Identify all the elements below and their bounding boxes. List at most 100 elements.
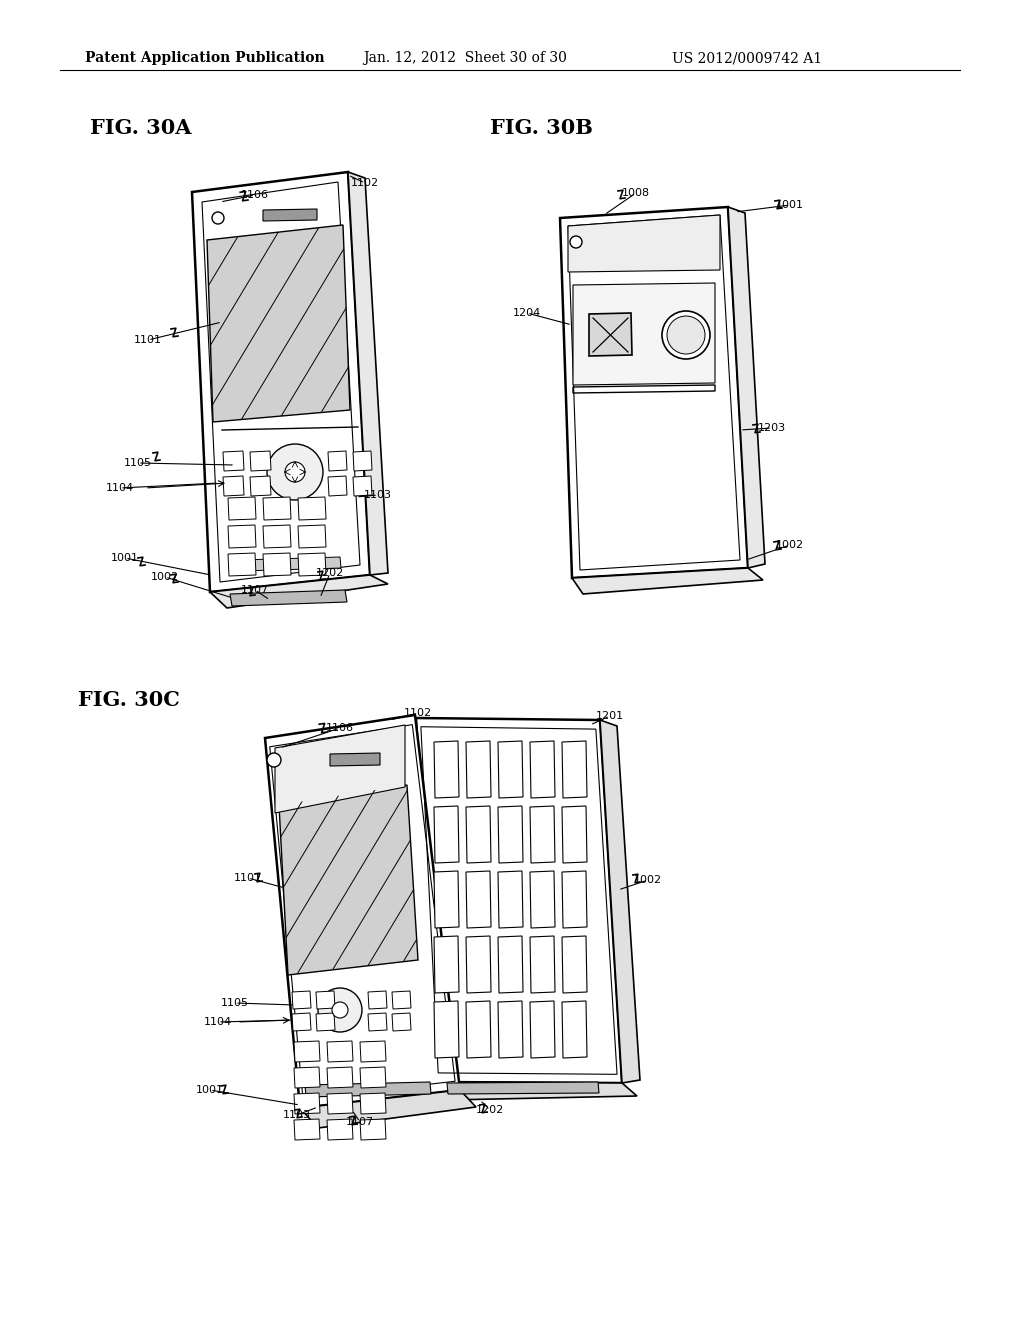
Polygon shape [228,498,256,520]
Circle shape [570,236,582,248]
Circle shape [332,1002,348,1018]
Polygon shape [316,1012,335,1031]
Polygon shape [193,172,370,591]
Text: US 2012/0009742 A1: US 2012/0009742 A1 [672,51,822,65]
Polygon shape [316,991,335,1008]
Polygon shape [294,1119,319,1140]
Text: 1203: 1203 [758,422,786,433]
Polygon shape [210,576,388,609]
Polygon shape [353,451,372,471]
Text: 1002: 1002 [151,572,179,582]
Polygon shape [330,752,380,766]
Polygon shape [498,741,523,799]
Text: 1001: 1001 [111,553,139,564]
Polygon shape [589,313,632,356]
Circle shape [662,312,710,359]
Text: 1101: 1101 [234,873,262,883]
Polygon shape [360,1093,386,1114]
Polygon shape [498,807,523,863]
Polygon shape [392,1012,411,1031]
Polygon shape [434,807,459,863]
Circle shape [267,444,323,500]
Polygon shape [263,553,291,576]
Polygon shape [263,525,291,548]
Text: 1204: 1204 [513,308,541,318]
Polygon shape [466,807,490,863]
Text: 1202: 1202 [315,568,344,578]
Text: Patent Application Publication: Patent Application Publication [85,51,325,65]
Polygon shape [368,991,387,1008]
Polygon shape [572,568,763,594]
Text: 1202: 1202 [476,1105,504,1115]
Text: 1106: 1106 [241,190,269,201]
Polygon shape [562,741,587,799]
Polygon shape [600,719,640,1082]
Polygon shape [327,1067,353,1088]
Text: 1101: 1101 [134,335,162,345]
Text: 1103: 1103 [283,1110,311,1119]
Circle shape [285,462,305,482]
Text: Jan. 12, 2012  Sheet 30 of 30: Jan. 12, 2012 Sheet 30 of 30 [362,51,567,65]
Text: 1201: 1201 [596,711,624,721]
Circle shape [318,987,362,1032]
Polygon shape [240,557,341,572]
Circle shape [667,315,705,354]
Polygon shape [327,1093,353,1114]
Polygon shape [250,451,271,471]
Polygon shape [305,1082,431,1097]
Circle shape [267,752,281,767]
Polygon shape [294,1067,319,1088]
Text: FIG. 30C: FIG. 30C [78,690,180,710]
Polygon shape [466,871,490,928]
Text: FIG. 30B: FIG. 30B [490,117,593,139]
Text: 1002: 1002 [776,540,804,550]
Polygon shape [360,1119,386,1140]
Polygon shape [228,525,256,548]
Polygon shape [466,741,490,799]
Polygon shape [263,498,291,520]
Polygon shape [530,741,555,799]
Polygon shape [573,282,715,385]
Circle shape [212,213,224,224]
Polygon shape [562,936,587,993]
Text: 1001: 1001 [196,1085,224,1096]
Polygon shape [498,936,523,993]
Polygon shape [530,871,555,928]
Text: FIG. 30A: FIG. 30A [90,117,191,139]
Polygon shape [327,1119,353,1140]
Text: 1002: 1002 [634,875,663,884]
Polygon shape [279,785,418,975]
Polygon shape [434,1082,637,1100]
Polygon shape [353,477,372,496]
Polygon shape [294,1093,319,1114]
Polygon shape [466,936,490,993]
Polygon shape [250,477,271,496]
Polygon shape [562,871,587,928]
Polygon shape [530,936,555,993]
Polygon shape [328,477,347,496]
Polygon shape [265,715,460,1107]
Text: 1104: 1104 [204,1016,232,1027]
Text: 1102: 1102 [403,708,432,718]
Text: 1103: 1103 [364,490,392,500]
Polygon shape [207,224,350,422]
Polygon shape [300,1090,476,1129]
Polygon shape [263,209,317,220]
Polygon shape [298,498,326,520]
Polygon shape [498,871,523,928]
Polygon shape [223,477,244,496]
Text: 1001: 1001 [776,201,804,210]
Polygon shape [560,207,748,578]
Polygon shape [294,1041,319,1063]
Polygon shape [392,991,411,1008]
Polygon shape [498,1001,523,1059]
Polygon shape [348,172,388,576]
Text: 1107: 1107 [241,585,269,595]
Polygon shape [292,1012,311,1031]
Polygon shape [728,207,765,568]
Polygon shape [328,451,347,471]
Text: 1102: 1102 [351,178,379,187]
Polygon shape [298,553,326,576]
Polygon shape [360,1041,386,1063]
Polygon shape [447,1082,599,1094]
